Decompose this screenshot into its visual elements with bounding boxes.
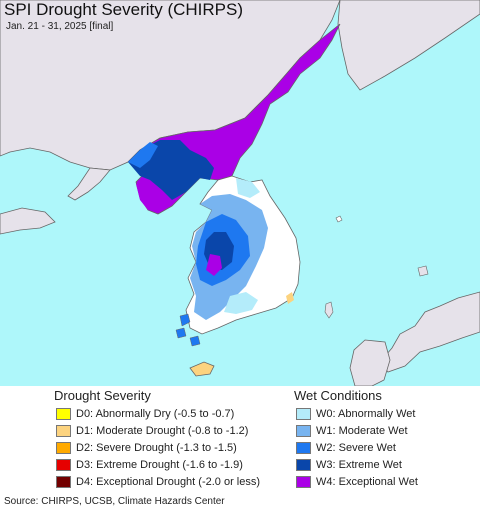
oki-island [417,265,429,277]
shandong-land [0,207,56,235]
legend-label-w3: W3: Extreme Wet [316,458,402,471]
legend-item-d1: D1: Moderate Drought (-0.8 to -1.2) [56,423,248,438]
map-svg [0,0,480,386]
legend-item-w1: W1: Moderate Wet [296,423,408,438]
nk-w4-patch [136,182,160,212]
legend-item-d4: D4: Exceptional Drought (-2.0 or less) [56,474,260,489]
legend-item-d0: D0: Abnormally Dry (-0.5 to -0.7) [56,406,234,421]
legend-item-w4: W4: Exceptional Wet [296,474,418,489]
russia-land [337,0,480,91]
swatch-w1 [296,424,311,437]
swatch-w0 [296,407,311,420]
legend-label-d4: D4: Exceptional Drought (-2.0 or less) [76,475,261,488]
legend: Drought Severity Wet Conditions D0: Abno… [0,386,480,492]
legend-label-w4: W4: Exceptional Wet [316,475,418,488]
legend-label-w0: W0: Abnormally Wet [316,407,416,420]
sw-islands [175,313,201,347]
liaodong-peninsula [67,167,111,201]
nk-w2-region [128,142,158,168]
source-credit: Source: CHIRPS, UCSB, Climate Hazards Ce… [4,496,225,507]
swatch-w3 [296,458,311,471]
legend-item-w3: W3: Extreme Wet [296,457,402,472]
sk-w0-region [224,292,258,314]
map-title: SPI Drought Severity (CHIRPS) [4,0,244,19]
swatch-d1 [56,424,71,437]
jeju-island [189,361,215,377]
map-subtitle: Jan. 21 - 31, 2025 [final] [6,21,114,32]
japan-kyushu [349,339,391,386]
legend-item-w2: W2: Severe Wet [296,440,396,455]
swatch-w4 [296,475,311,488]
sk-w4-region [206,254,222,276]
sk-d1-patch [286,292,294,304]
wet-legend-heading: Wet Conditions [294,388,382,403]
sk-w0-northeast [236,178,260,198]
ulleung-island [335,215,343,223]
legend-item-d2: D2: Severe Drought (-1.3 to -1.5) [56,440,237,455]
swatch-d4 [56,475,71,488]
swatch-w2 [296,441,311,454]
legend-label-d0: D0: Abnormally Dry (-0.5 to -0.7) [76,407,235,420]
drought-legend-heading: Drought Severity [54,388,151,403]
swatch-d2 [56,441,71,454]
swatch-d3 [56,458,71,471]
legend-label-w1: W1: Moderate Wet [316,424,408,437]
legend-item-d3: D3: Extreme Drought (-1.6 to -1.9) [56,457,243,472]
swatch-d0 [56,407,71,420]
tsushima-island [324,301,334,319]
legend-label-d3: D3: Extreme Drought (-1.6 to -1.9) [76,458,243,471]
legend-label-w2: W2: Severe Wet [316,441,396,454]
drought-map [0,0,480,386]
legend-label-d1: D1: Moderate Drought (-0.8 to -1.2) [76,424,249,437]
legend-label-d2: D2: Severe Drought (-1.3 to -1.5) [76,441,237,454]
legend-item-w0: W0: Abnormally Wet [296,406,415,421]
